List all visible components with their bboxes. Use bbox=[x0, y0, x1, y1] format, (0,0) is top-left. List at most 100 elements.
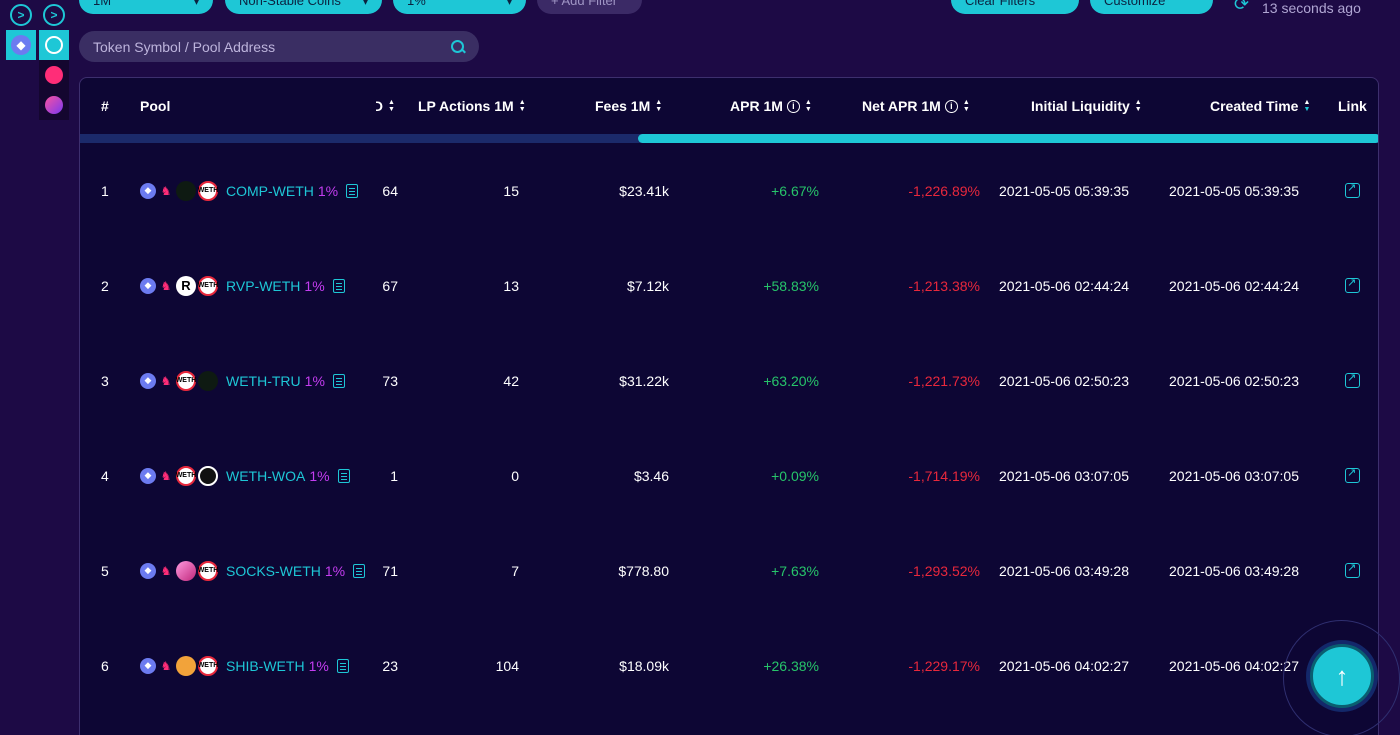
pool-cell: ◆ ♞ WETH SOCKS-WETH 1% bbox=[140, 523, 366, 618]
col-cut[interactable]: D ▲▼ bbox=[376, 78, 395, 134]
add-filter-button[interactable]: + Add Filter bbox=[537, 0, 642, 14]
token-weth-icon: WETH bbox=[198, 275, 218, 296]
chevron-down-icon: ▾ bbox=[362, 0, 368, 8]
sort-icon: ▲ ▼ bbox=[1303, 99, 1311, 113]
row-index: 2 bbox=[101, 277, 109, 294]
net-apr-value: -1,226.89% bbox=[908, 182, 980, 199]
refresh-icon[interactable]: ⟳ bbox=[1234, 0, 1250, 14]
pool-name-link[interactable]: RVP-WETH bbox=[226, 277, 301, 294]
external-link-button[interactable] bbox=[1345, 333, 1360, 428]
uniswap-icon: ♞ bbox=[160, 278, 172, 293]
search-icon[interactable] bbox=[451, 39, 465, 54]
copy-icon[interactable] bbox=[353, 563, 366, 578]
pool-name-link[interactable]: WETH-WOA bbox=[226, 467, 306, 484]
timeframe-filter[interactable]: 1M ▾ bbox=[79, 0, 213, 14]
sort-icon: ▲ ▼ bbox=[804, 99, 812, 113]
customize-button[interactable]: Customize bbox=[1090, 0, 1213, 14]
external-link-button[interactable] bbox=[1345, 143, 1360, 238]
cut-value: 23 bbox=[382, 657, 398, 674]
expand-dex-button[interactable]: > bbox=[39, 0, 69, 30]
fee-tier-filter[interactable]: 1% ▾ bbox=[393, 0, 526, 14]
copy-icon[interactable] bbox=[336, 658, 349, 673]
chain-sidebar: > ◆ bbox=[6, 0, 36, 60]
search-input[interactable] bbox=[93, 38, 451, 55]
lp-actions-value: 42 bbox=[503, 372, 519, 389]
chevron-right-icon: > bbox=[43, 4, 65, 26]
scroll-to-top-button[interactable]: ↑ bbox=[1310, 644, 1374, 708]
clear-filters-button[interactable]: Clear Filters bbox=[951, 0, 1079, 14]
external-link-button[interactable] bbox=[1345, 238, 1360, 333]
col-cut-label: D bbox=[376, 98, 383, 114]
copy-icon[interactable] bbox=[346, 183, 359, 198]
col-net-apr[interactable]: Net APR 1M i ▲ ▼ bbox=[862, 78, 970, 134]
fee-tier: 1% bbox=[304, 372, 325, 389]
token-weth-icon: WETH bbox=[176, 370, 196, 391]
uniswap-icon: ♞ bbox=[160, 183, 172, 198]
external-link-button[interactable] bbox=[1345, 428, 1360, 523]
table-header: # Pool D ▲▼ LP Actions 1M ▲▼ Fees 1M ▲▼ … bbox=[80, 78, 1378, 134]
expand-chains-button[interactable]: > bbox=[6, 0, 36, 30]
search-box bbox=[79, 31, 479, 62]
net-apr-value: -1,213.38% bbox=[908, 277, 980, 294]
dex-uniswap[interactable] bbox=[39, 60, 69, 90]
net-apr-value: -1,229.17% bbox=[908, 657, 980, 674]
initial-liquidity-value: 2021-05-05 05:39:35 bbox=[999, 182, 1129, 199]
apr-value: +26.38% bbox=[763, 657, 819, 674]
chain-ethereum[interactable]: ◆ bbox=[6, 30, 36, 60]
col-pool: Pool bbox=[140, 98, 171, 114]
fee-tier: 1% bbox=[304, 277, 325, 294]
fee-tier: 1% bbox=[317, 182, 339, 199]
table-row[interactable]: 3 ◆ ♞ WETH WETH-TRU 1% 73 42 $31.22k +63… bbox=[80, 333, 1378, 428]
fee-tier: 1% bbox=[308, 657, 329, 674]
col-link: Link bbox=[1338, 98, 1367, 114]
col-fees-label: Fees 1M bbox=[595, 98, 651, 114]
token-tru-icon bbox=[198, 370, 218, 391]
col-initial-liquidity[interactable]: Initial Liquidity ▲ ▼ bbox=[1031, 78, 1142, 134]
last-updated-text: 13 seconds ago bbox=[1262, 0, 1361, 16]
pool-name-link[interactable]: SHIB-WETH bbox=[226, 657, 305, 674]
lp-actions-value: 0 bbox=[511, 467, 519, 484]
scrollbar-thumb[interactable] bbox=[638, 134, 1378, 143]
pool-name-link[interactable]: SOCKS-WETH bbox=[226, 562, 321, 579]
token-rvp-icon: R bbox=[176, 275, 196, 296]
copy-icon[interactable] bbox=[332, 373, 345, 388]
dex-sushiswap[interactable] bbox=[39, 90, 69, 120]
token-weth-icon: WETH bbox=[198, 560, 218, 581]
table-row[interactable]: 5 ◆ ♞ WETH SOCKS-WETH 1% 71 7 $778.80 +7… bbox=[80, 523, 1378, 618]
lp-actions-value: 13 bbox=[503, 277, 519, 294]
dex-uniswap-v3[interactable] bbox=[39, 30, 69, 60]
table-row[interactable]: 1 ◆ ♞ WETH COMP-WETH 1% 64 15 $23.41k +6… bbox=[80, 143, 1378, 238]
created-time-value: 2021-05-06 02:44:24 bbox=[1169, 277, 1299, 294]
external-link-icon bbox=[1345, 181, 1360, 198]
pools-table: # Pool D ▲▼ LP Actions 1M ▲▼ Fees 1M ▲▼ … bbox=[79, 77, 1379, 735]
customize-label: Customize bbox=[1104, 0, 1166, 8]
info-icon[interactable]: i bbox=[786, 99, 800, 113]
coin-type-filter[interactable]: Non-Stable Coins ▾ bbox=[225, 0, 382, 14]
pool-name-link[interactable]: WETH-TRU bbox=[226, 372, 301, 389]
sort-icon: ▲ ▼ bbox=[518, 99, 526, 113]
table-row[interactable]: 6 ◆ ♞ WETH SHIB-WETH 1% 23 104 $18.09k +… bbox=[80, 618, 1378, 713]
copy-icon[interactable] bbox=[337, 468, 350, 483]
table-row[interactable]: 2 ◆ ♞ R WETH RVP-WETH 1% 67 13 $7.12k +58… bbox=[80, 238, 1378, 333]
col-fees[interactable]: Fees 1M ▲ ▼ bbox=[595, 78, 662, 134]
horizontal-scrollbar[interactable] bbox=[80, 134, 1378, 143]
row-index: 5 bbox=[101, 562, 109, 579]
info-icon[interactable]: i bbox=[944, 99, 958, 113]
col-apr-label: APR 1M bbox=[730, 98, 783, 114]
apr-value: +6.67% bbox=[771, 182, 819, 199]
col-index: # bbox=[101, 98, 109, 114]
initial-liquidity-value: 2021-05-06 02:50:23 bbox=[999, 372, 1129, 389]
sort-icon: ▲ ▼ bbox=[1134, 99, 1142, 113]
col-lp-actions[interactable]: LP Actions 1M ▲ ▼ bbox=[418, 78, 526, 134]
table-row[interactable]: 4 ◆ ♞ WETH WETH-WOA 1% 1 0 $3.46 +0.09% … bbox=[80, 428, 1378, 523]
pool-cell: ◆ ♞ WETH WETH-TRU 1% bbox=[140, 333, 345, 428]
external-link-button[interactable] bbox=[1345, 523, 1360, 618]
pool-name-link[interactable]: COMP-WETH bbox=[226, 182, 314, 199]
cut-value: 64 bbox=[382, 182, 398, 199]
col-apr[interactable]: APR 1M i ▲ ▼ bbox=[730, 78, 812, 134]
token-woa-icon bbox=[198, 465, 218, 486]
copy-icon[interactable] bbox=[332, 278, 345, 293]
chevron-right-icon: > bbox=[10, 4, 32, 26]
col-created-time[interactable]: Created Time ▲ ▼ bbox=[1210, 78, 1310, 134]
pool-cell: ◆ ♞ R WETH RVP-WETH 1% bbox=[140, 238, 345, 333]
